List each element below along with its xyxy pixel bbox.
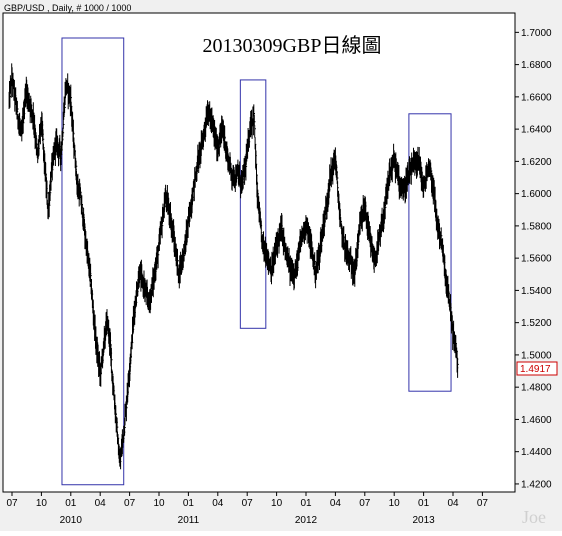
y-tick-label: 1.5000 (521, 350, 552, 361)
x-tick-label: 07 (6, 498, 18, 509)
x-tick-label: 04 (330, 498, 342, 509)
x-tick-label: 04 (212, 498, 224, 509)
x-tick-label: 07 (477, 498, 489, 509)
x-tick-label: 10 (389, 498, 401, 509)
x-tick-label: 04 (95, 498, 107, 509)
x-tick-label: 01 (65, 498, 77, 509)
price-bars (8, 63, 459, 470)
highlight-box (408, 113, 452, 392)
x-tick-label: 01 (183, 498, 195, 509)
x-tick-label: 10 (153, 498, 165, 509)
y-tick-label: 1.4400 (521, 447, 552, 458)
x-year-label: 2011 (178, 515, 200, 526)
y-tick-label: 1.6000 (521, 189, 552, 200)
y-axis: 1.7000 1.6800 1.6600 1.6400 1.6200 1.6000 1.58… (515, 28, 552, 490)
x-tick-label: 01 (300, 498, 312, 509)
x-axis: 07 10 01 04 07 10 01 04 07 10 01 04 07 10 01 04 07 2010 20… (6, 492, 488, 526)
x-year-label: 2013 (412, 515, 435, 526)
plot-area (2, 12, 516, 493)
x-tick-label: 10 (36, 498, 48, 509)
y-tick-label: 1.4600 (521, 415, 552, 426)
x-tick-label: 07 (124, 498, 136, 509)
y-tick-label: 1.6800 (521, 60, 552, 71)
y-tick-label: 1.7000 (521, 28, 552, 39)
y-tick-label: 1.6200 (521, 157, 552, 168)
y-tick-label: 1.5400 (521, 286, 552, 297)
x-tick-label: 01 (418, 498, 430, 509)
x-year-label: 2010 (60, 515, 83, 526)
x-year-label: 2012 (295, 515, 318, 526)
last-value-label: 1.4917 (520, 364, 551, 375)
series-last-point (457, 367, 459, 369)
chart-title: 20130309GBP日線圖 (203, 34, 382, 57)
y-tick-label: 1.5200 (521, 318, 552, 329)
y-tick-label: 1.5800 (521, 221, 552, 232)
y-tick-label: 1.5600 (521, 254, 552, 265)
y-tick-label: 1.4200 (521, 479, 552, 490)
x-tick-label: 04 (447, 498, 459, 509)
y-tick-label: 1.6400 (521, 125, 552, 136)
chart-header-label: GBP/USD , Daily, # 1000 / 1000 (4, 3, 131, 13)
y-tick-label: 1.4800 (521, 383, 552, 394)
x-tick-label: 07 (359, 498, 371, 509)
y-tick-label: 1.6600 (521, 92, 552, 103)
highlight-boxes (61, 37, 452, 486)
price-series (8, 63, 459, 470)
watermark: Joe (522, 507, 546, 527)
x-tick-label: 10 (271, 498, 283, 509)
highlight-box (61, 37, 125, 486)
last-value-badge (516, 361, 558, 376)
x-tick-label: 07 (242, 498, 254, 509)
highlight-box (239, 79, 267, 329)
